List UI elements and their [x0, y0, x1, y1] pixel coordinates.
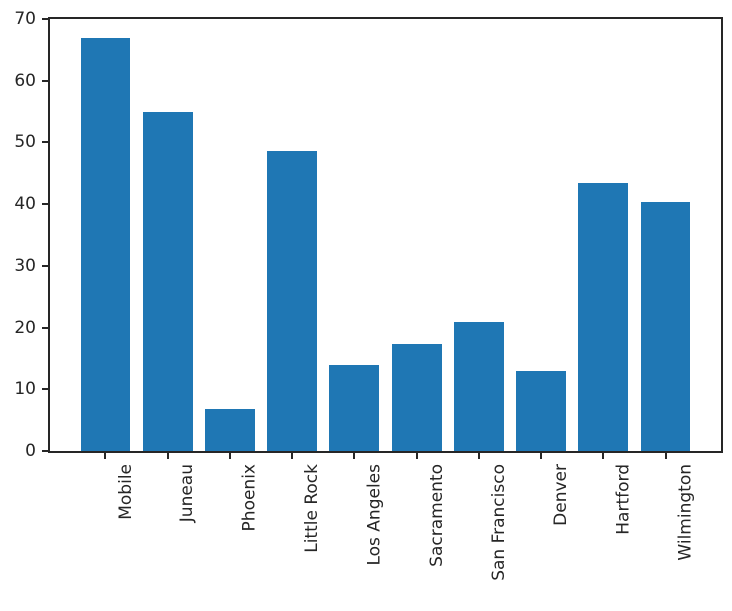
x-tick-label-text: Sacramento — [426, 464, 447, 567]
bar-little-rock — [267, 151, 318, 451]
y-tick-mark — [42, 388, 50, 391]
y-tick-mark — [42, 79, 50, 82]
bar-denver — [516, 370, 566, 451]
y-tick-label-70: 70 — [14, 9, 36, 29]
bar-phoenix — [204, 409, 255, 451]
y-tick-label-40: 40 — [14, 194, 36, 215]
y-tick-mark — [42, 141, 50, 144]
bar-mobile — [80, 37, 131, 451]
x-tick-mark — [477, 451, 480, 459]
y-tick-label-50: 50 — [14, 132, 36, 153]
x-tick-mark — [353, 451, 356, 459]
x-tick-mark — [602, 451, 605, 459]
bar-hartford — [578, 182, 629, 451]
y-tick-label-20: 20 — [14, 317, 36, 338]
x-tick-label-text: Juneau — [177, 464, 198, 523]
x-tick-label-text: Mobile — [115, 464, 136, 520]
y-tick-mark — [42, 203, 50, 206]
x-tick-label-text: San Francisco — [488, 464, 509, 581]
plot-area — [48, 17, 723, 453]
bar-los-angeles — [329, 365, 380, 451]
x-tick-mark — [291, 451, 294, 459]
x-tick-label-text: Hartford — [613, 464, 634, 535]
y-tick-label-60: 60 — [14, 70, 36, 91]
x-tick-mark — [228, 451, 231, 459]
y-tick-mark — [42, 264, 50, 267]
x-tick-mark — [415, 451, 418, 459]
y-tick-mark — [42, 450, 50, 452]
y-tick-label-30: 30 — [14, 255, 36, 276]
x-tick-mark — [104, 451, 107, 459]
x-tick-label-text: Phoenix — [239, 464, 260, 532]
y-tick-mark — [42, 18, 50, 20]
x-tick-label-text: Denver — [551, 464, 572, 526]
bar-san-francisco — [453, 322, 504, 451]
x-tick-label-text: Little Rock — [302, 464, 323, 553]
x-tick-label-text: Los Angeles — [364, 464, 385, 566]
x-tick-mark — [166, 451, 169, 459]
x-tick-mark — [540, 451, 543, 459]
bar-wilmington — [640, 202, 691, 451]
y-tick-label-10: 10 — [14, 379, 36, 400]
bar-sacramento — [391, 344, 442, 451]
x-tick-mark — [664, 451, 667, 459]
x-tick-label-text: Wilmington — [675, 464, 696, 561]
y-tick-label-0: 0 — [25, 441, 36, 461]
bar-juneau — [142, 111, 193, 451]
y-tick-mark — [42, 326, 50, 329]
